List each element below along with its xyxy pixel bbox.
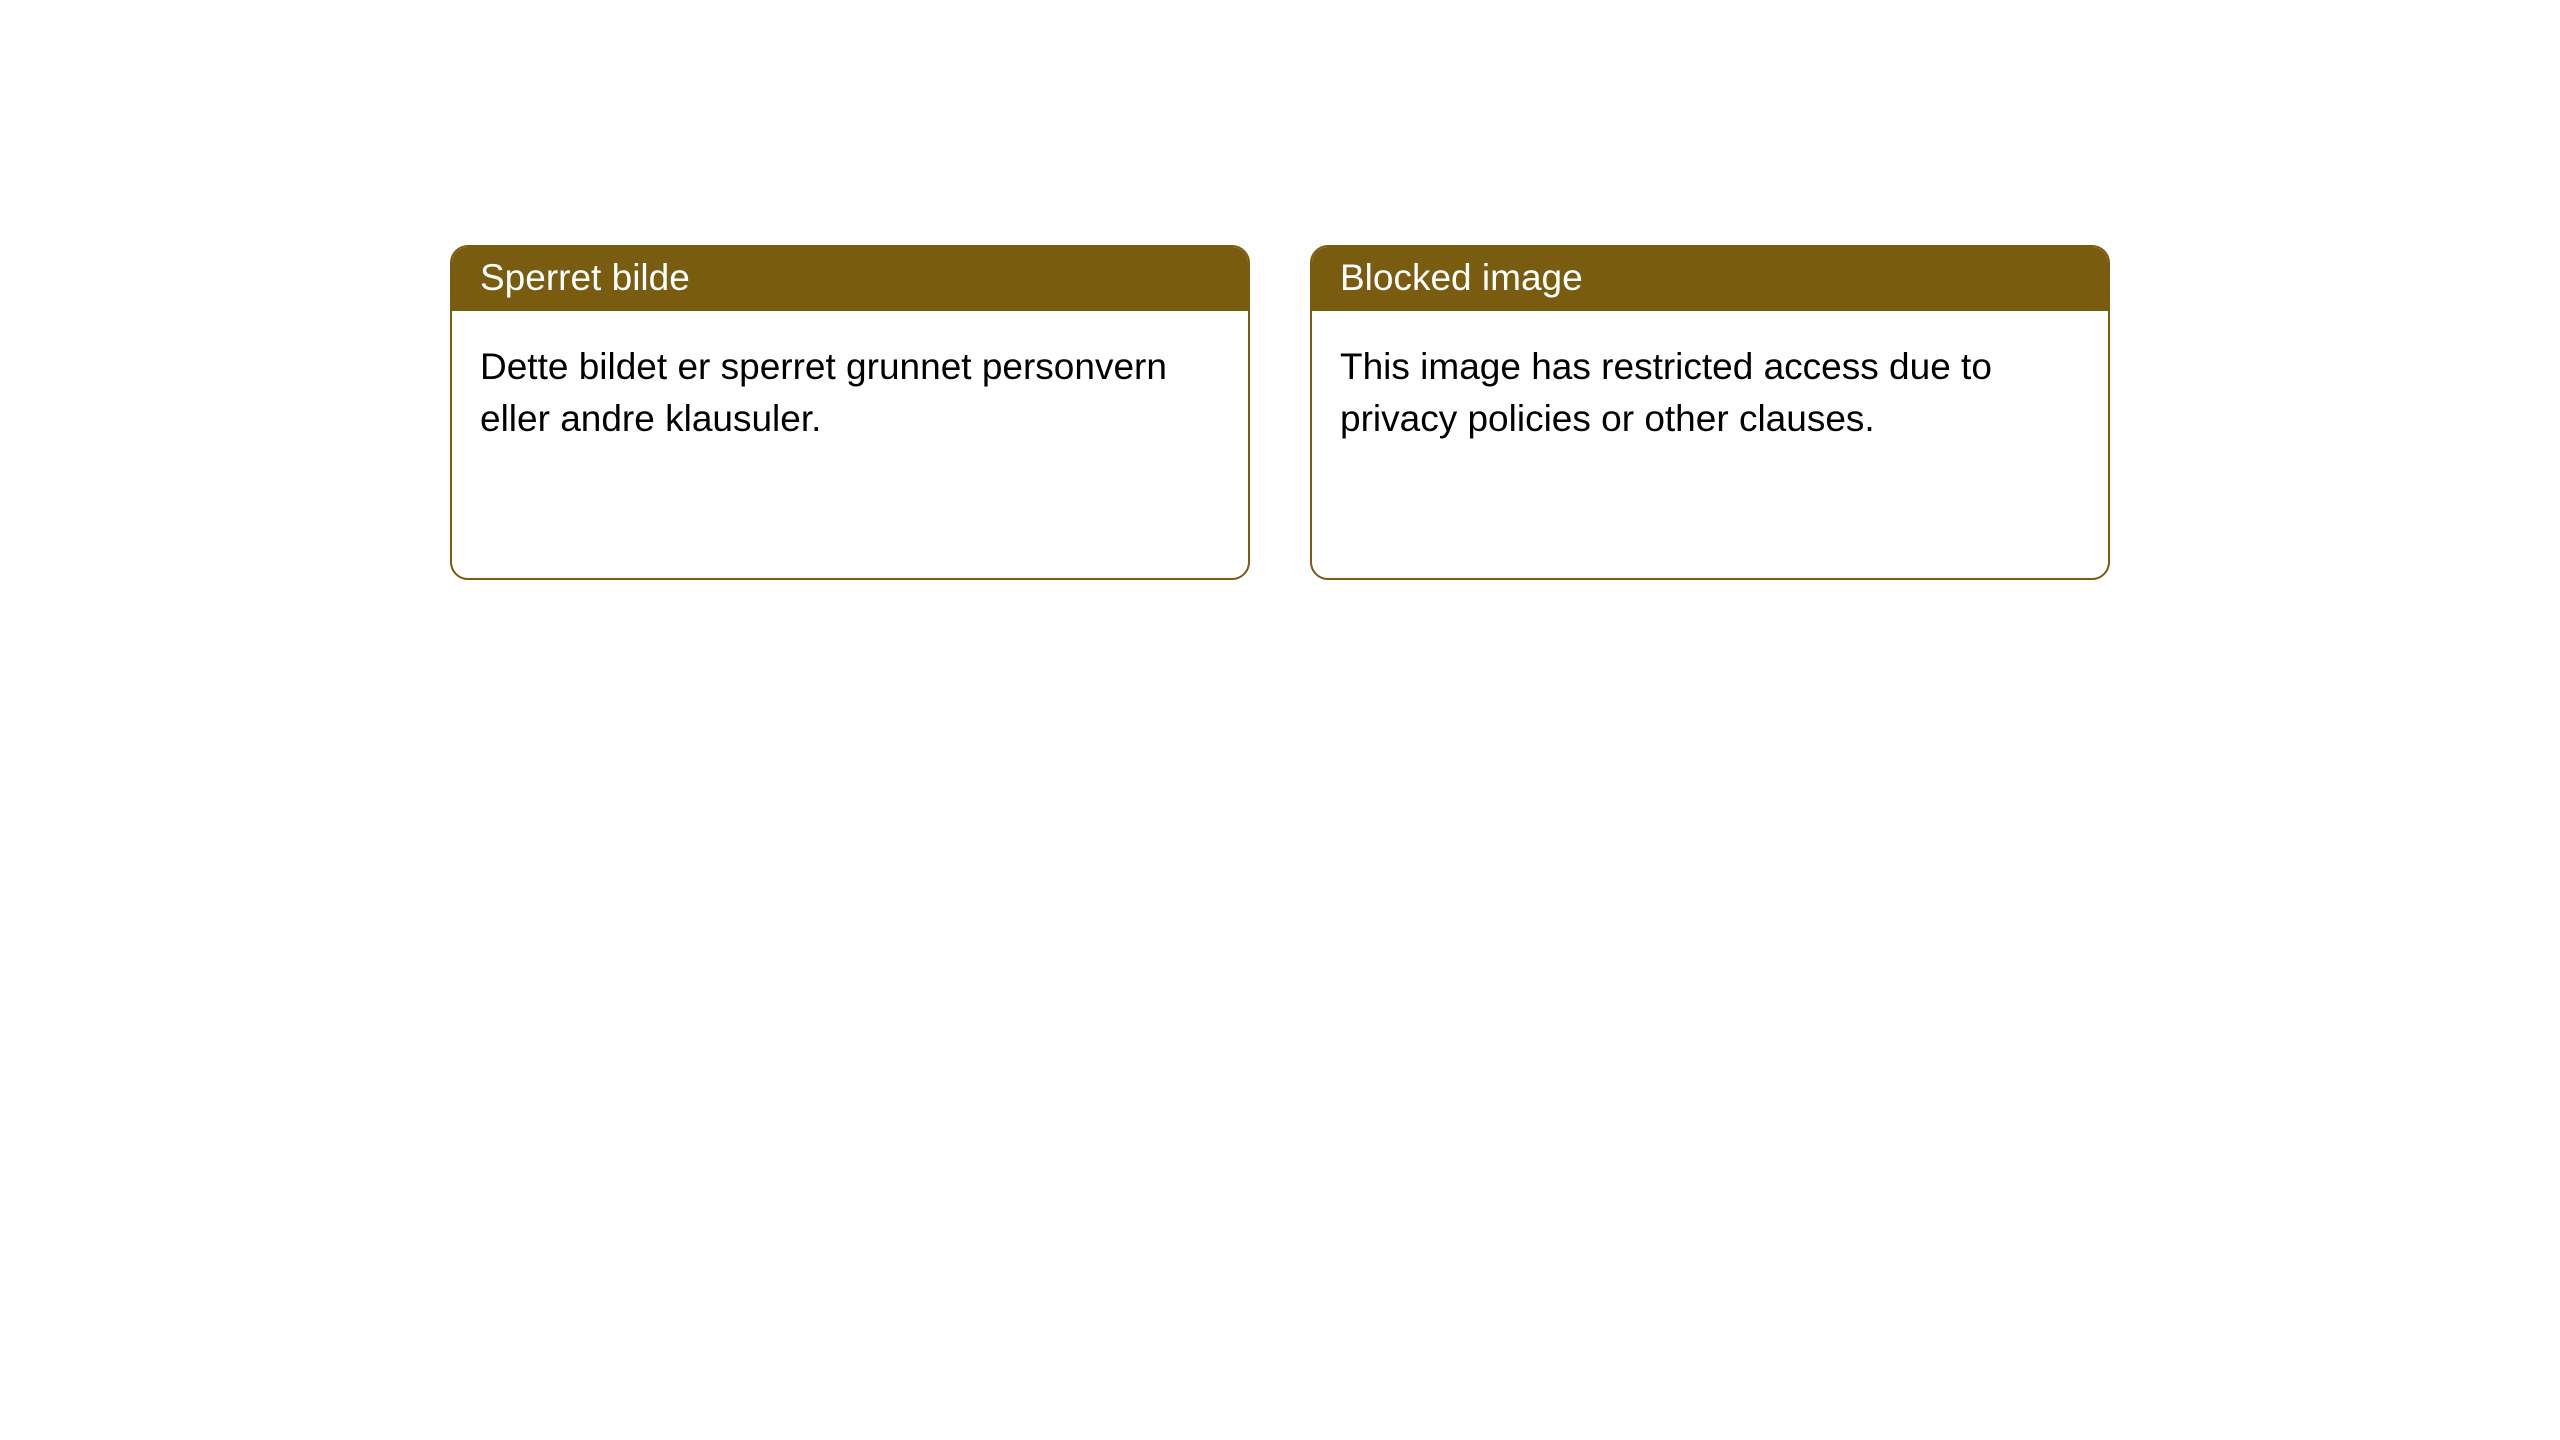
card-body: This image has restricted access due to … [1312, 311, 2108, 475]
blocked-image-card-norwegian: Sperret bilde Dette bildet er sperret gr… [450, 245, 1250, 580]
card-container: Sperret bilde Dette bildet er sperret gr… [0, 0, 2560, 580]
card-body: Dette bildet er sperret grunnet personve… [452, 311, 1248, 475]
card-header: Blocked image [1312, 247, 2108, 311]
card-header: Sperret bilde [452, 247, 1248, 311]
blocked-image-card-english: Blocked image This image has restricted … [1310, 245, 2110, 580]
